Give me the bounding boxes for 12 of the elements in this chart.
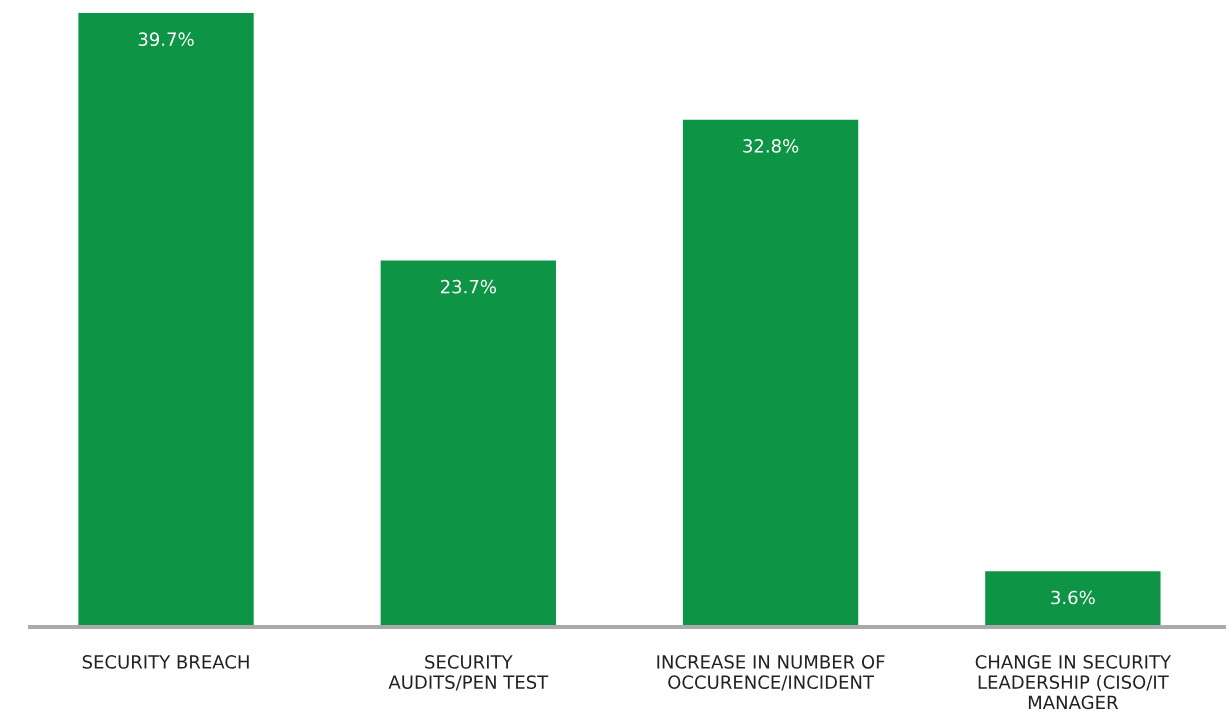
x-tick-label: SECURITY AUDITS/PEN TEST <box>388 655 549 691</box>
data-label: 3.6% <box>1051 590 1095 605</box>
x-tick-label: CHANGE IN SECURITY LEADERSHIP (CISO/IT MANAGER <box>975 655 1172 710</box>
x-tick-label: SECURITY BREACH <box>82 655 249 669</box>
data-label: 32.8% <box>743 139 799 153</box>
bar <box>985 571 1161 627</box>
bar <box>682 119 859 627</box>
x-tick-label: INCREASE IN NUMBER OF OCCURENCE/INCIDENT <box>657 655 885 691</box>
bar <box>78 13 254 627</box>
data-label: 23.7% <box>440 279 496 294</box>
data-label: 39.7% <box>138 32 194 47</box>
bar <box>380 260 556 627</box>
